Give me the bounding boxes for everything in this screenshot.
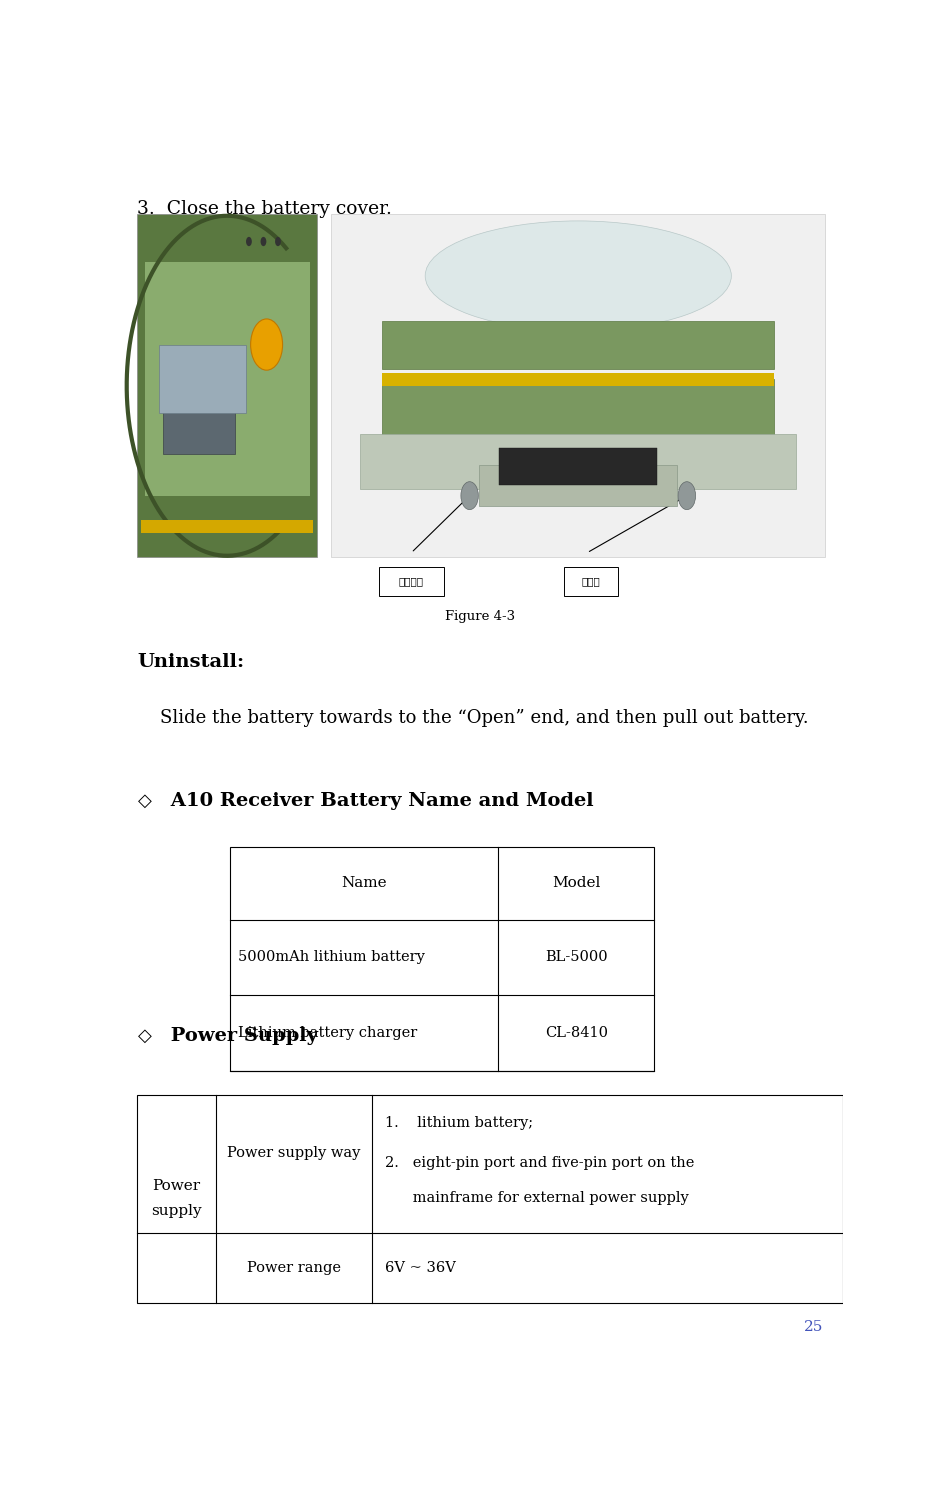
Bar [563,567,618,596]
Text: ◇: ◇ [138,791,152,809]
Text: 3.  Close the battery cover.: 3. Close the battery cover. [138,200,392,218]
Text: 25: 25 [803,1320,822,1334]
Text: Slide the battery towards to the “Open” end, and then pull out battery.: Slide the battery towards to the “Open” … [138,709,808,727]
Bar [499,448,656,485]
Circle shape [275,237,281,246]
Text: Uninstall:: Uninstall: [138,653,244,671]
Circle shape [678,482,695,510]
Bar [163,358,235,455]
Text: Figure 4-3: Figure 4-3 [445,609,515,623]
Bar [382,380,773,437]
Bar [144,262,309,496]
Text: CL-8410: CL-8410 [545,1027,607,1040]
Bar [229,847,653,1070]
Text: Power supply way: Power supply way [227,1146,360,1160]
Text: 1.    lithium battery;: 1. lithium battery; [385,1116,533,1131]
Bar [159,345,246,413]
Text: 2.   eight-pin port and five-pin port on the: 2. eight-pin port and five-pin port on t… [385,1155,694,1170]
Text: 6V ~ 36V: 6V ~ 36V [385,1261,456,1275]
Text: 5000mAh lithium battery: 5000mAh lithium battery [238,951,425,965]
Text: BL-5000: BL-5000 [545,951,607,965]
Text: Power Supply: Power Supply [164,1027,318,1045]
Ellipse shape [425,221,730,331]
Circle shape [461,482,477,510]
Bar [378,567,444,596]
Text: 解锁状态: 解锁状态 [399,576,423,587]
Text: ◇: ◇ [138,1027,152,1045]
Bar [479,464,677,507]
Circle shape [260,237,266,246]
Bar [138,1095,842,1303]
Bar [360,434,796,488]
Text: mainframe for external power supply: mainframe for external power supply [385,1191,688,1205]
Bar [382,373,773,386]
Bar [138,215,316,558]
Text: Model: Model [551,877,600,891]
Text: Power range: Power range [247,1261,341,1275]
Text: Power
supply: Power supply [152,1179,202,1219]
Bar [141,520,313,534]
Circle shape [250,319,283,370]
Bar [382,321,773,369]
Text: A10 Receiver Battery Name and Model: A10 Receiver Battery Name and Model [164,791,593,809]
Circle shape [246,237,252,246]
Text: Lithium battery charger: Lithium battery charger [238,1027,417,1040]
Text: 锁状态: 锁状态 [581,576,600,587]
Bar [331,215,825,558]
Text: Name: Name [341,877,387,891]
